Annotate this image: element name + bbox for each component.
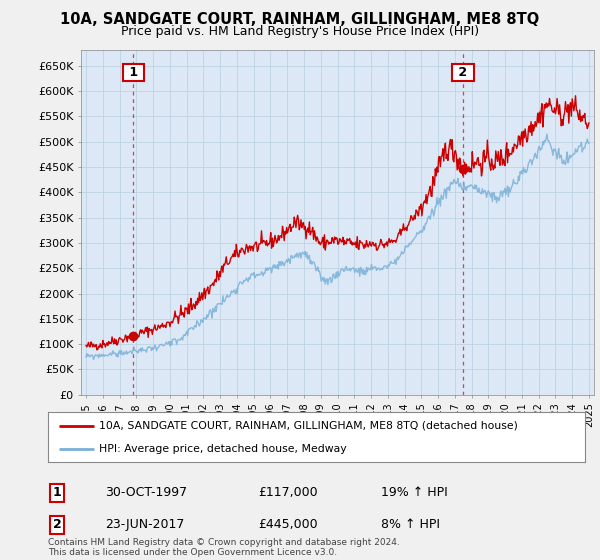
Text: 19% ↑ HPI: 19% ↑ HPI bbox=[381, 486, 448, 500]
Text: 2: 2 bbox=[53, 518, 61, 531]
Text: 23-JUN-2017: 23-JUN-2017 bbox=[105, 518, 184, 531]
Text: 1: 1 bbox=[125, 66, 142, 79]
Text: 10A, SANDGATE COURT, RAINHAM, GILLINGHAM, ME8 8TQ (detached house): 10A, SANDGATE COURT, RAINHAM, GILLINGHAM… bbox=[99, 421, 518, 431]
Text: HPI: Average price, detached house, Medway: HPI: Average price, detached house, Medw… bbox=[99, 444, 347, 454]
Text: 2: 2 bbox=[454, 66, 472, 79]
Text: Contains HM Land Registry data © Crown copyright and database right 2024.
This d: Contains HM Land Registry data © Crown c… bbox=[48, 538, 400, 557]
Text: £117,000: £117,000 bbox=[258, 486, 317, 500]
Text: £445,000: £445,000 bbox=[258, 518, 317, 531]
Text: 8% ↑ HPI: 8% ↑ HPI bbox=[381, 518, 440, 531]
Text: 10A, SANDGATE COURT, RAINHAM, GILLINGHAM, ME8 8TQ: 10A, SANDGATE COURT, RAINHAM, GILLINGHAM… bbox=[61, 12, 539, 27]
Text: 30-OCT-1997: 30-OCT-1997 bbox=[105, 486, 187, 500]
Text: Price paid vs. HM Land Registry's House Price Index (HPI): Price paid vs. HM Land Registry's House … bbox=[121, 25, 479, 38]
Text: 1: 1 bbox=[53, 486, 61, 500]
